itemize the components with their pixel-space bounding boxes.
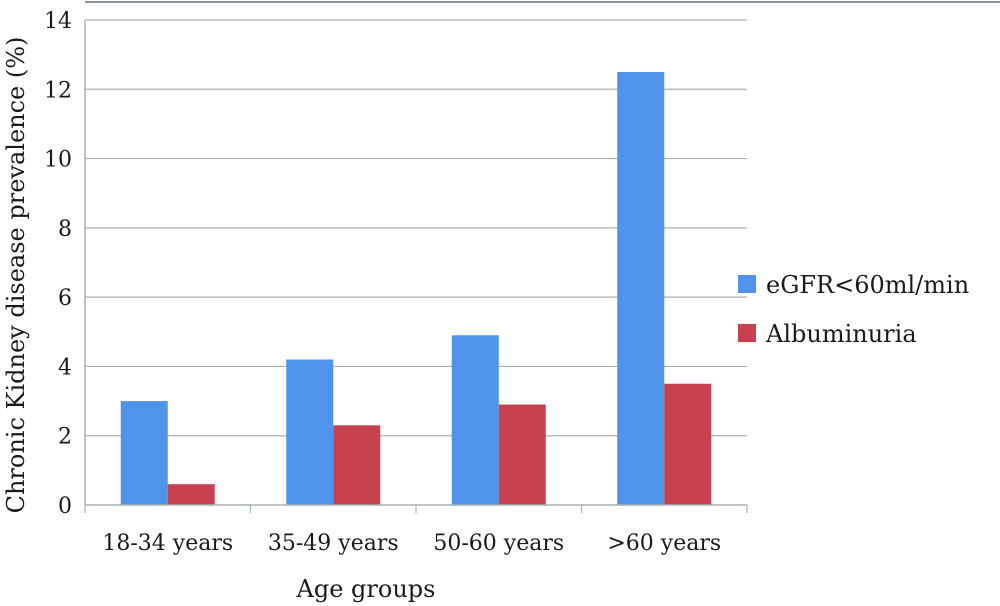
y-tick-label: 6: [58, 286, 72, 311]
bar-egfr: [451, 335, 499, 505]
y-tick-label: 10: [44, 148, 72, 173]
legend-swatch-albuminuria: [738, 324, 756, 342]
y-tick-label: 8: [58, 217, 72, 242]
legend: eGFR<60ml/min Albuminuria: [738, 271, 969, 348]
y-tick-label: 12: [44, 78, 72, 103]
bars: [120, 71, 712, 505]
x-tick-label: 50-60 years: [433, 531, 564, 556]
x-tick-label: 18-34 years: [102, 531, 233, 556]
bar-albuminuria: [333, 425, 381, 505]
x-tick-label: >60 years: [607, 531, 721, 556]
y-tick-label: 14: [44, 9, 72, 34]
x-axis-title: Age groups: [296, 575, 436, 603]
bar-albuminuria: [498, 404, 546, 505]
legend-label-egfr: eGFR<60ml/min: [766, 271, 969, 299]
y-tick-label: 4: [58, 355, 72, 380]
bar-egfr: [617, 71, 665, 505]
axes: [84, 1, 1000, 513]
bar-egfr: [120, 401, 168, 505]
x-tick-label: 35-49 years: [268, 531, 399, 556]
bar-albuminuria: [664, 383, 712, 505]
y-tick-label: 0: [58, 494, 72, 519]
legend-swatch-egfr: [738, 275, 756, 293]
y-tick-label: 2: [58, 425, 72, 450]
bar-egfr: [286, 359, 334, 505]
bar-albuminuria: [167, 484, 215, 505]
gridlines: [85, 19, 747, 437]
legend-label-albuminuria: Albuminuria: [765, 320, 917, 348]
y-axis-title: Chronic Kidney disease prevalence (%): [2, 37, 30, 514]
tick-labels: 0 2 4 6 8 10 12 14 18-34 years 35-49 years 50-60 y…: [44, 9, 721, 556]
